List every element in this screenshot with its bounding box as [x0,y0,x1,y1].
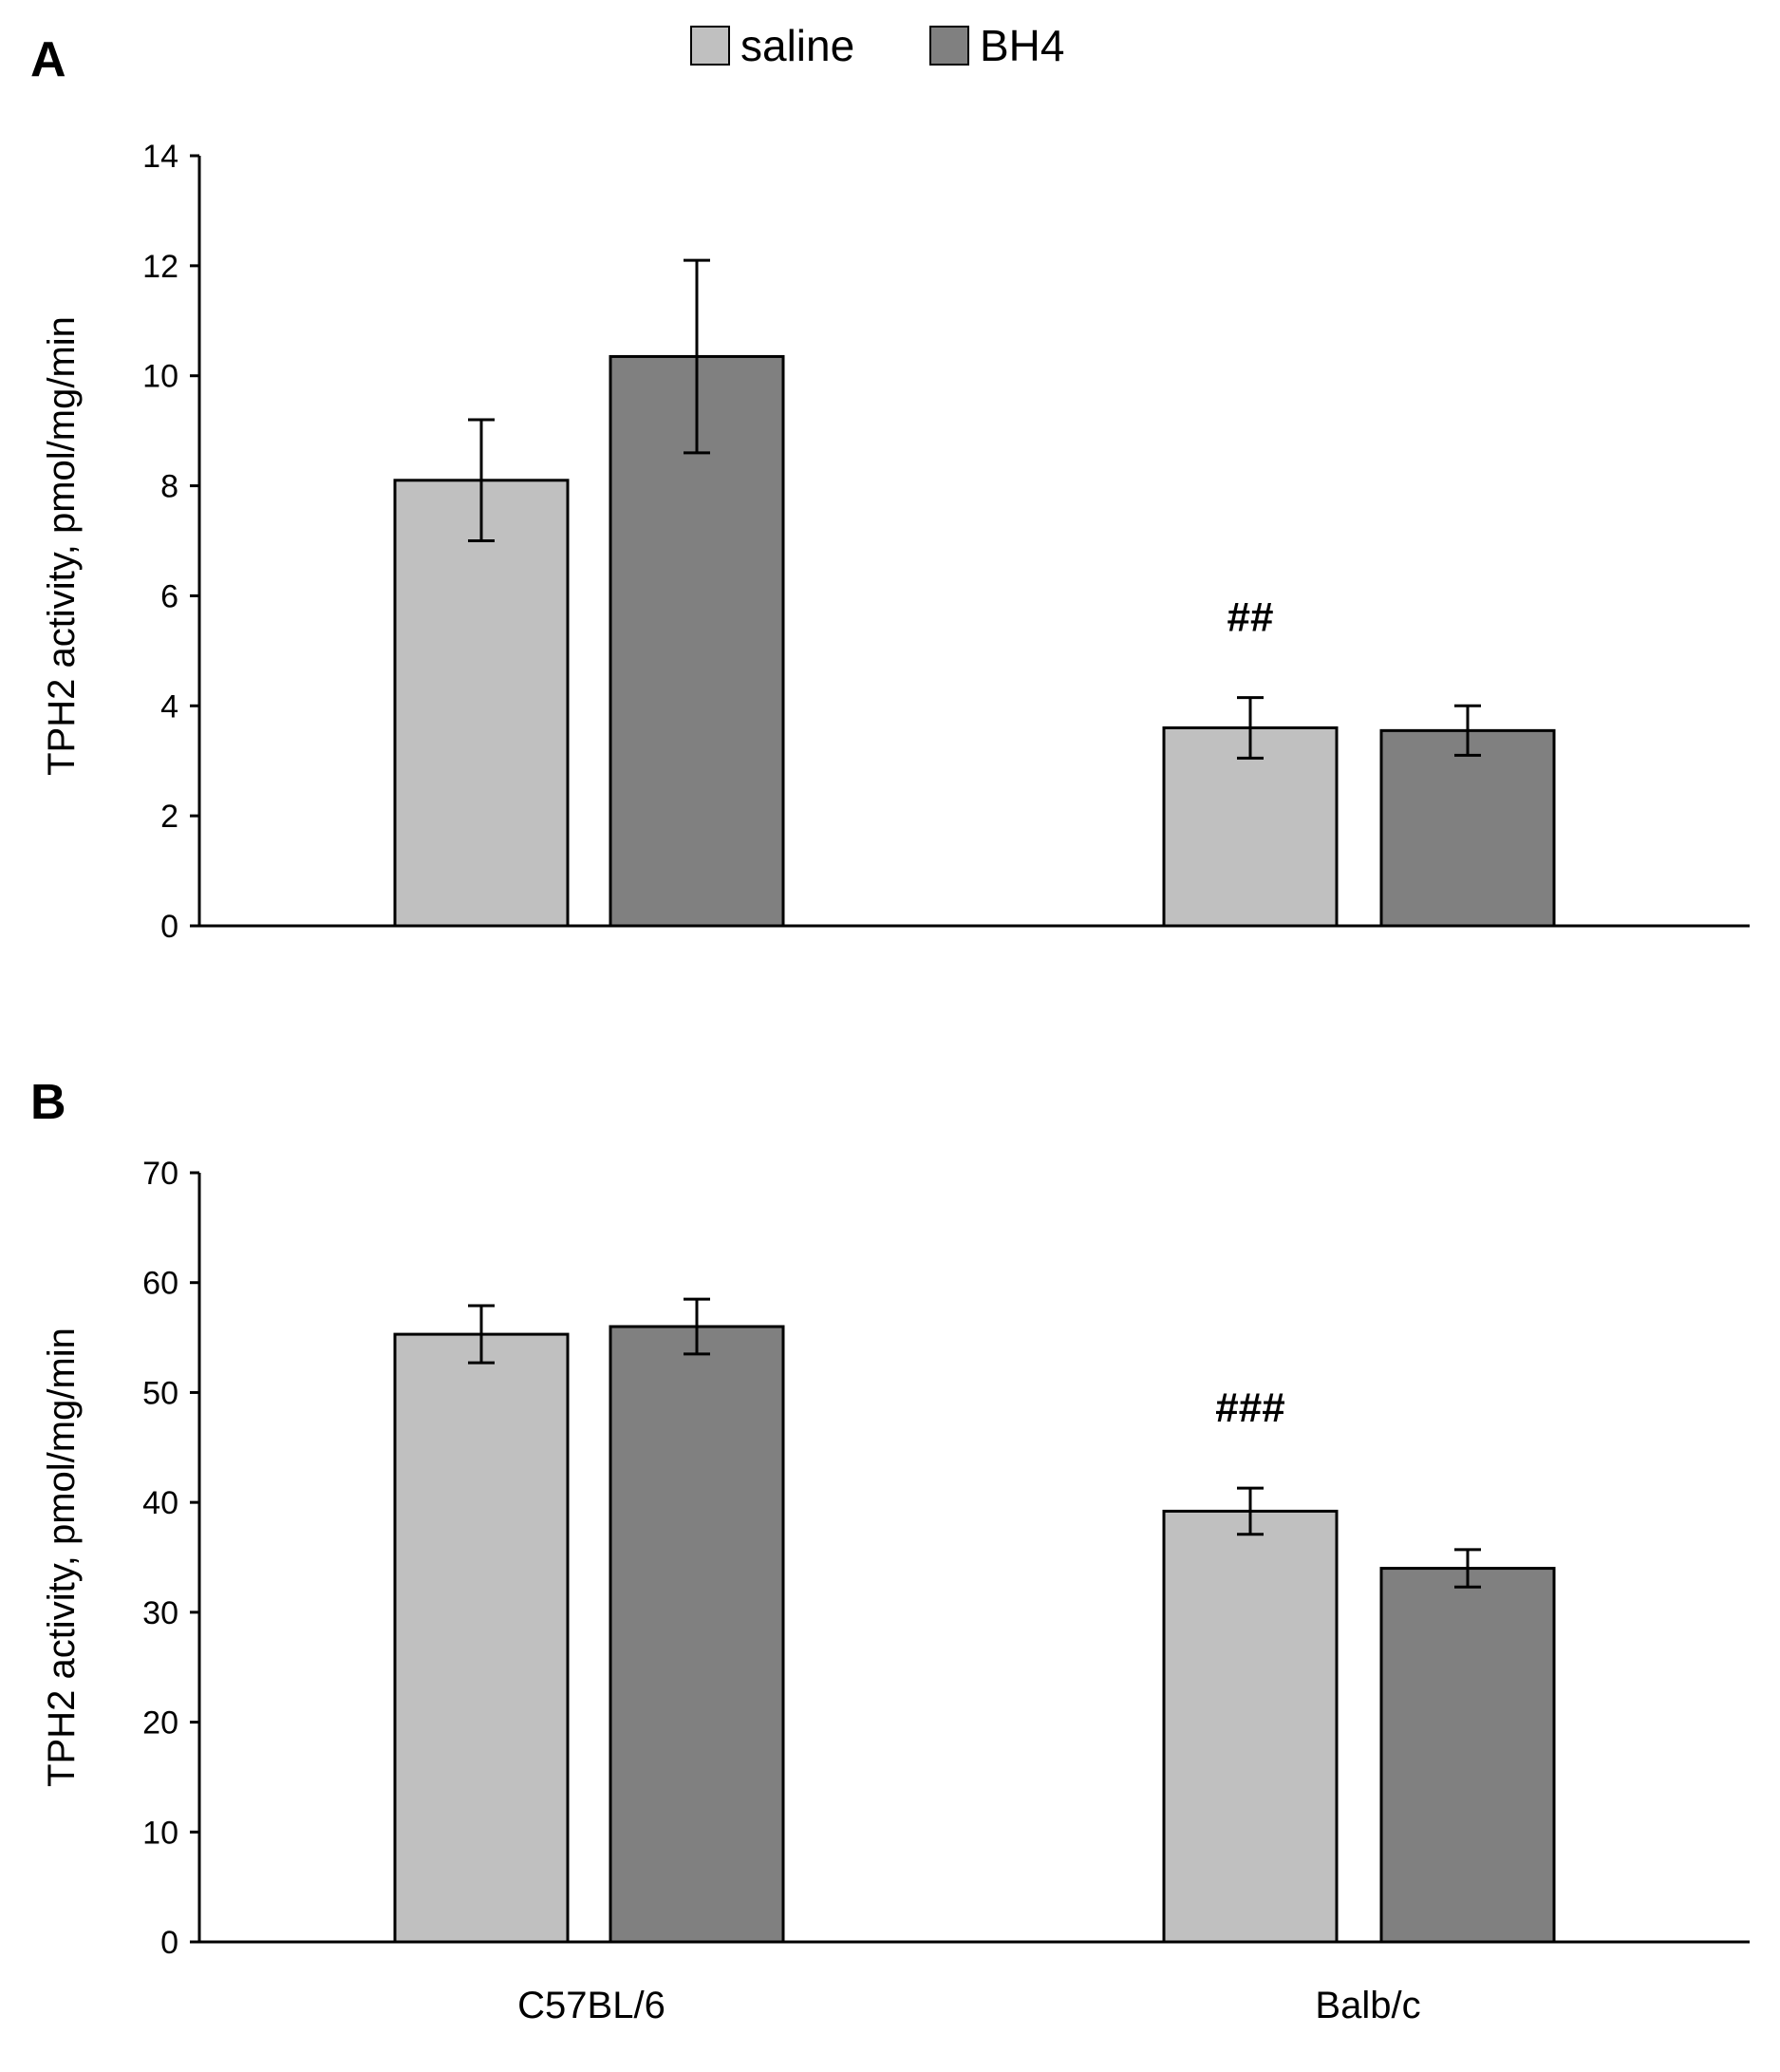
y-tick-label-a-8: 8 [160,469,178,505]
y-axis-label-a: TPH2 activity, pmol/mg/min [41,316,83,776]
error-bar-b-balbc-saline [1237,1486,1264,1536]
legend-swatch-bh4 [929,26,969,66]
error-bar-a-balbc-saline [1237,696,1264,760]
y-tick-label-b-50: 50 [142,1375,178,1411]
bar-a-balbc-bh4 [1379,728,1556,928]
y-tick-label-b-20: 20 [142,1705,178,1742]
y-tick-label-b-10: 10 [142,1815,178,1851]
y-axis-label-b: TPH2 activity, pmol/mg/min [41,1328,83,1787]
y-tick-label-a-0: 0 [160,909,178,945]
panel-letter-a: A [30,32,66,87]
y-tick-label-b-30: 30 [142,1595,178,1631]
legend-label-bh4: BH4 [980,21,1064,70]
bar-a-balbc-saline [1162,725,1339,928]
y-tick-label-a-14: 14 [142,139,178,175]
y-tick-label-a-6: 6 [160,578,178,614]
error-bar-a-c57bl6-saline [468,418,495,542]
y-tick-label-b-60: 60 [142,1266,178,1302]
y-tick-label-b-70: 70 [142,1156,178,1192]
error-bar-b-balbc-bh4 [1454,1548,1481,1589]
y-tick-label-b-0: 0 [160,1925,178,1961]
error-bar-a-c57bl6-bh4 [684,258,710,455]
error-bar-b-c57bl6-bh4 [684,1297,710,1356]
panel-b: B TPH2 activity, pmol/mg/min 0 10 20 30 40 50… [30,1075,1750,1961]
x-category-label-balbc: Balb/c [1315,1985,1420,2026]
y-tick-label-a-2: 2 [160,799,178,835]
y-tick-label-a-10: 10 [142,359,178,395]
panel-letter-b: B [30,1075,66,1130]
y-tick-label-a-12: 12 [142,249,178,285]
y-tick-label-b-40: 40 [142,1485,178,1521]
x-category-label-c57bl6: C57BL/6 [517,1985,665,2026]
bar-a-c57bl6-saline [393,479,570,928]
error-bar-b-c57bl6-saline [468,1304,495,1365]
bar-b-c57bl6-bh4 [609,1325,785,1944]
panel-a: A TPH2 activity, pmol/mg/min 0 2 4 6 8 10 12 14… [30,32,1750,945]
significance-annotation-b: ### [1215,1384,1284,1431]
error-bar-a-balbc-bh4 [1454,704,1481,757]
legend-swatch-saline [690,26,730,66]
bar-b-c57bl6-saline [393,1332,570,1944]
bar-b-balbc-saline [1162,1509,1339,1944]
bar-b-balbc-bh4 [1379,1567,1556,1944]
legend: saline BH4 [690,21,1064,70]
significance-annotation-a: ## [1227,594,1274,641]
legend-label-saline: saline [740,21,854,70]
y-tick-label-a-4: 4 [160,688,178,725]
